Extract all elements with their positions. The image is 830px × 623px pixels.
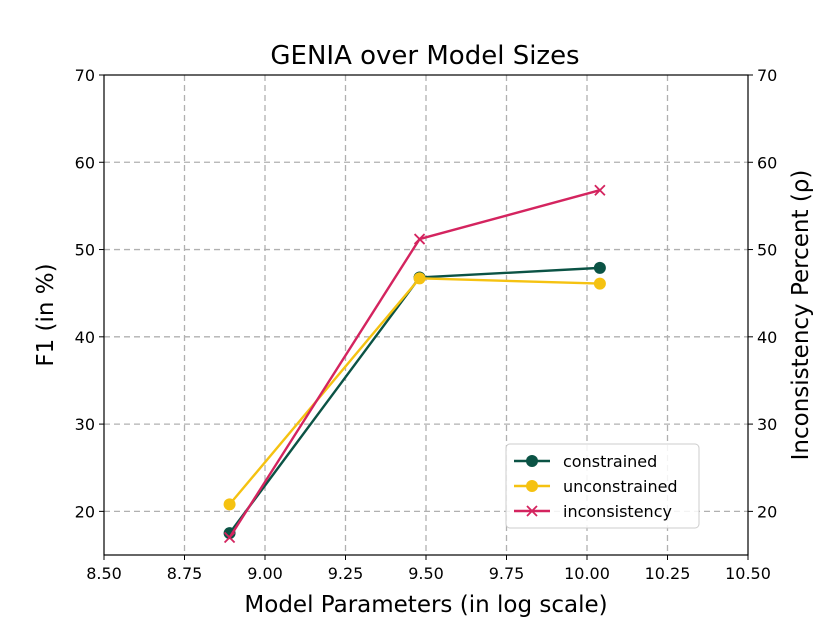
y-tick-label-left: 30 <box>75 415 95 434</box>
data-point-inconsistency <box>526 505 538 517</box>
axis-ticks: 8.50 8.75 9.00 9.25 9.50 9.75 10.00 10.25 10.50 2… <box>75 66 778 583</box>
y-tick-label-right: 30 <box>757 415 777 434</box>
series-unconstrained <box>223 272 606 511</box>
data-point-unconstrained <box>223 498 236 511</box>
legend: constrained unconstrained inconsistency <box>505 443 700 529</box>
x-tick-label: 9.00 <box>247 564 283 583</box>
data-point-inconsistency <box>594 184 606 196</box>
x-tick-label: 8.75 <box>167 564 203 583</box>
series-layer <box>223 184 606 544</box>
y-tick-label-right: 70 <box>757 66 777 85</box>
x-tick-label: 10.00 <box>564 564 610 583</box>
y-tick-label-left: 20 <box>75 502 95 521</box>
data-point-unconstrained <box>526 480 538 492</box>
data-point-inconsistency <box>413 233 426 245</box>
y-tick-label-right: 40 <box>757 328 777 347</box>
legend-item-inconsistency: inconsistency <box>514 502 672 521</box>
y-tick-label-right: 60 <box>757 153 777 172</box>
data-point-unconstrained <box>413 272 426 285</box>
x-tick-label: 9.75 <box>489 564 525 583</box>
x-tick-label: 10.25 <box>645 564 691 583</box>
data-point-unconstrained <box>593 277 606 290</box>
y-tick-label-left: 50 <box>75 241 95 260</box>
x-tick-label: 8.50 <box>86 564 122 583</box>
y-tick-label-right: 20 <box>757 502 777 521</box>
x-tick-label: 9.25 <box>328 564 364 583</box>
chart-title: GENIA over Model Sizes <box>270 41 579 71</box>
y-tick-label-left: 60 <box>75 153 95 172</box>
y-tick-label-left: 70 <box>75 66 95 85</box>
grid-lines <box>104 75 748 555</box>
y-tick-label-left: 40 <box>75 328 95 347</box>
data-point-constrained <box>526 455 538 467</box>
legend-label-constrained: constrained <box>563 452 657 471</box>
x-tick-label: 10.50 <box>725 564 771 583</box>
legend-label-unconstrained: unconstrained <box>563 477 678 496</box>
data-point-constrained <box>593 261 606 274</box>
y-axis-label-left: F1 (in %) <box>33 263 59 366</box>
series-inconsistency <box>223 184 606 544</box>
legend-box <box>505 443 700 529</box>
legend-item-constrained: constrained <box>514 452 657 471</box>
data-point-constrained <box>223 527 236 540</box>
legend-item-unconstrained: unconstrained <box>514 477 678 496</box>
legend-label-inconsistency: inconsistency <box>563 502 672 521</box>
y-axis-label-right: Inconsistency Percent (ρ) <box>788 170 814 461</box>
x-axis-label: Model Parameters (in log scale) <box>244 592 607 618</box>
x-tick-label: 9.50 <box>408 564 444 583</box>
y-tick-label-right: 50 <box>757 241 777 260</box>
data-point-inconsistency <box>223 531 236 544</box>
